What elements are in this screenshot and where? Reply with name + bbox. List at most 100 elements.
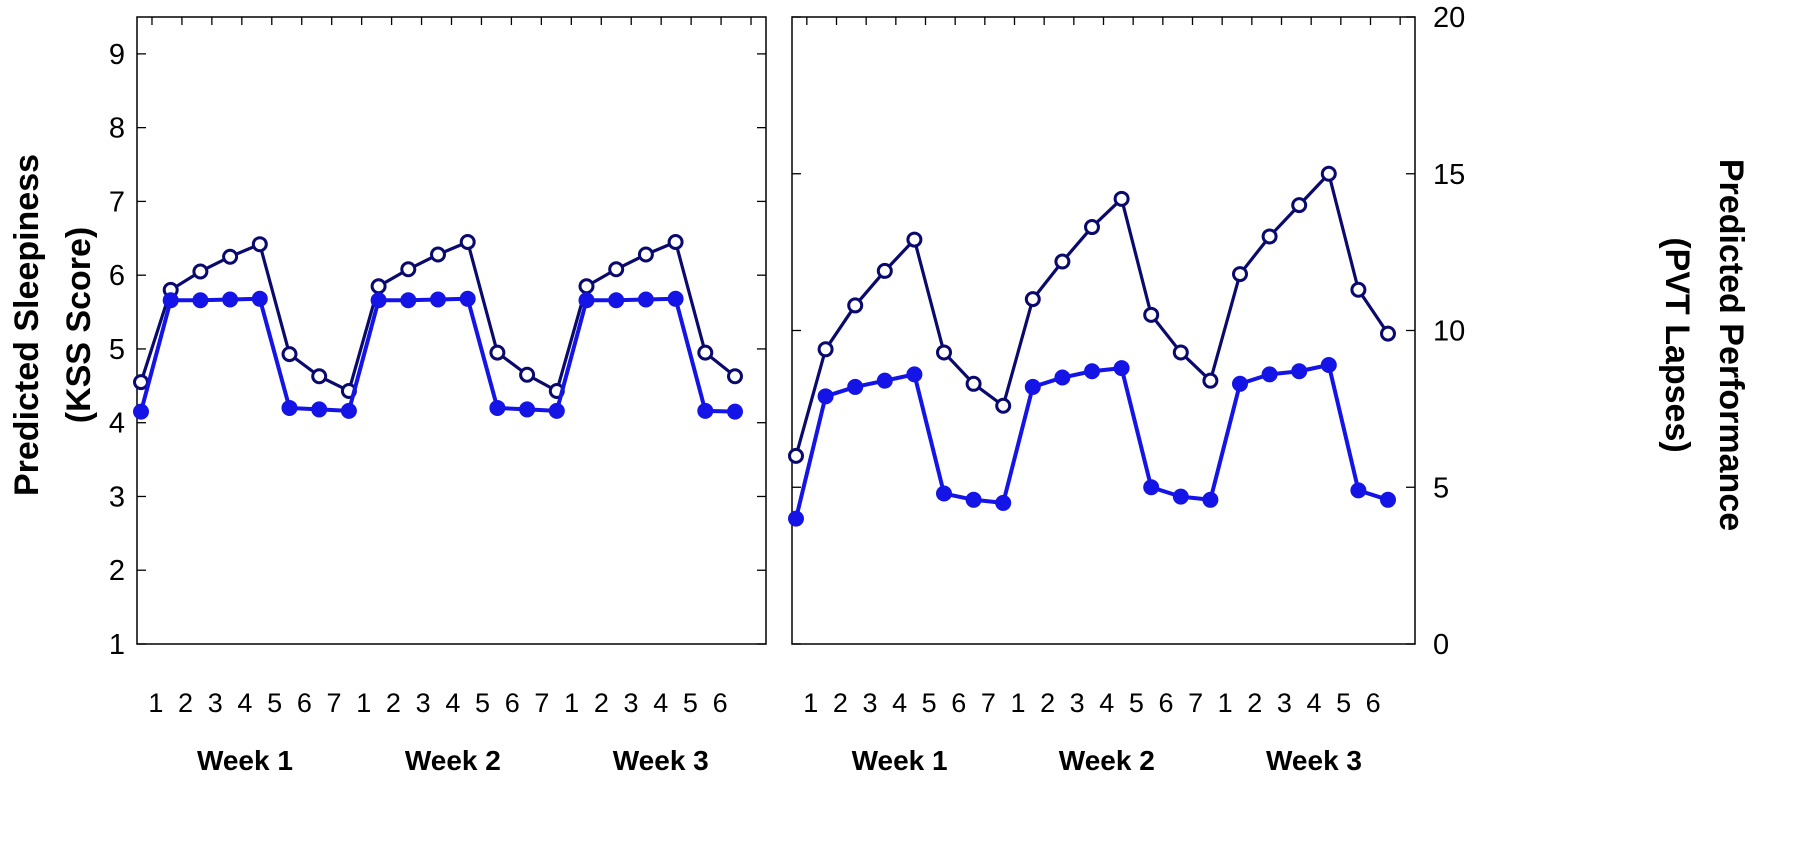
right-series-filled-point bbox=[1320, 356, 1337, 373]
right-plot-frame bbox=[791, 16, 1416, 645]
left-series-open-point bbox=[133, 374, 149, 391]
right-day-label: 3 bbox=[1277, 688, 1292, 718]
left-y-tick-label: 4 bbox=[109, 408, 125, 440]
left-day-label: 5 bbox=[683, 688, 698, 718]
left-series-filled-point bbox=[519, 401, 536, 418]
left-day-label: 6 bbox=[297, 688, 312, 718]
right-week-label: Week 3 bbox=[1266, 745, 1362, 776]
left-day-label: 4 bbox=[445, 688, 460, 718]
right-day-label: 5 bbox=[1336, 688, 1351, 718]
left-series-filled-point bbox=[251, 290, 268, 307]
right-series-open-point bbox=[847, 297, 864, 314]
left-series-filled-line bbox=[139, 296, 736, 414]
right-day-label: 2 bbox=[1247, 688, 1262, 718]
right-series-filled-point bbox=[906, 366, 923, 383]
left-y-tick-label: 5 bbox=[109, 334, 125, 366]
right-day-label: 5 bbox=[1129, 688, 1144, 718]
right-series-filled-point bbox=[1024, 378, 1041, 395]
right-y-tick-label: 5 bbox=[1433, 472, 1449, 504]
left-series-open-point bbox=[251, 236, 268, 253]
left-series-open-point bbox=[400, 261, 417, 278]
left-day-label: 4 bbox=[653, 688, 668, 718]
right-series-open-point bbox=[995, 397, 1012, 414]
left-y-tick-label: 3 bbox=[109, 481, 125, 513]
right-day-label: 2 bbox=[1040, 688, 1055, 718]
left-y-tick-label: 9 bbox=[109, 39, 125, 71]
right-series-filled-point bbox=[1143, 479, 1160, 496]
left-series-open-point bbox=[281, 346, 298, 363]
right-day-label: 1 bbox=[1010, 688, 1025, 718]
left-day-label: 1 bbox=[564, 688, 579, 718]
right-series-open-point bbox=[788, 447, 804, 464]
right-series-filled-point bbox=[1232, 375, 1248, 392]
left-series-open-point bbox=[667, 233, 684, 250]
right-series-filled-point bbox=[1261, 366, 1278, 383]
left-plot-frame bbox=[136, 16, 767, 645]
left-series-filled-point bbox=[578, 292, 595, 309]
left-series-open-point bbox=[578, 278, 595, 295]
left-day-label: 3 bbox=[416, 688, 431, 718]
left-series-filled-point bbox=[430, 291, 446, 308]
right-series-filled-point bbox=[1113, 360, 1130, 377]
left-series-filled-point bbox=[281, 399, 298, 416]
left-day-label: 4 bbox=[237, 688, 252, 718]
right-series-open-point bbox=[1054, 253, 1071, 270]
right-series-filled-point bbox=[995, 494, 1012, 511]
left-y-tick-label: 7 bbox=[109, 186, 125, 218]
left-series-open-point bbox=[430, 246, 446, 263]
left-series-filled-point bbox=[133, 403, 149, 420]
right-series-filled-point bbox=[1350, 482, 1367, 499]
right-day-label: 4 bbox=[1099, 688, 1114, 718]
right-series-filled-point bbox=[1380, 491, 1396, 508]
left-series-open-point bbox=[727, 368, 743, 385]
right-series-open-point bbox=[1172, 344, 1189, 361]
left-y-tick-label: 1 bbox=[109, 629, 125, 661]
left-day-label: 1 bbox=[148, 688, 163, 718]
left-y-axis-title-line1: Predicted Sleepiness bbox=[8, 154, 46, 496]
right-day-label: 7 bbox=[1188, 688, 1203, 718]
left-series-filled-point bbox=[697, 402, 714, 419]
right-y-axis-title-line1: Predicted Performance bbox=[1712, 159, 1750, 531]
left-series-open-point bbox=[459, 233, 476, 250]
left-series-filled-point bbox=[340, 402, 357, 419]
right-series-filled-point bbox=[1291, 363, 1308, 380]
left-week-label: Week 3 bbox=[613, 745, 709, 776]
right-series-open-point bbox=[1350, 281, 1367, 298]
right-y-tick-label: 0 bbox=[1433, 629, 1449, 661]
left-day-label: 5 bbox=[475, 688, 490, 718]
right-day-label: 1 bbox=[1218, 688, 1233, 718]
left-day-label: 2 bbox=[386, 688, 401, 718]
right-day-label: 6 bbox=[1158, 688, 1173, 718]
left-series-filled-point bbox=[459, 290, 476, 307]
right-y-axis-title-line2: (PVT Lapses) bbox=[1658, 237, 1696, 452]
right-series-open-point bbox=[1232, 266, 1248, 283]
right-day-label: 4 bbox=[1306, 688, 1321, 718]
left-series-filled-point bbox=[727, 403, 743, 420]
left-series-open-point bbox=[192, 263, 209, 280]
right-day-label: 6 bbox=[1366, 688, 1381, 718]
right-y-tick-label: 15 bbox=[1433, 159, 1465, 191]
right-series-filled-point bbox=[847, 378, 864, 395]
left-series-open-point bbox=[608, 261, 625, 278]
right-day-label: 7 bbox=[981, 688, 996, 718]
right-day-label: 2 bbox=[833, 688, 848, 718]
left-series-filled-point bbox=[489, 399, 506, 416]
right-series-open-point bbox=[936, 344, 952, 361]
right-series-open-point bbox=[1024, 291, 1041, 308]
left-day-label: 3 bbox=[208, 688, 223, 718]
left-series-filled-point bbox=[222, 291, 239, 308]
right-series-open-point bbox=[965, 375, 982, 392]
right-series-open-line bbox=[794, 172, 1390, 457]
left-series-open-point bbox=[370, 278, 387, 295]
right-series-filled-point bbox=[788, 510, 804, 527]
right-day-label: 4 bbox=[892, 688, 907, 718]
left-week-label: Week 1 bbox=[197, 745, 293, 776]
left-series-filled-point bbox=[608, 292, 625, 309]
left-day-label: 6 bbox=[505, 688, 520, 718]
right-y-tick-label: 20 bbox=[1433, 2, 1465, 34]
right-series-filled-point bbox=[936, 485, 952, 502]
right-series-open-point bbox=[1291, 197, 1308, 214]
right-series-open-point bbox=[817, 341, 834, 358]
right-series-open-point bbox=[1320, 165, 1337, 182]
